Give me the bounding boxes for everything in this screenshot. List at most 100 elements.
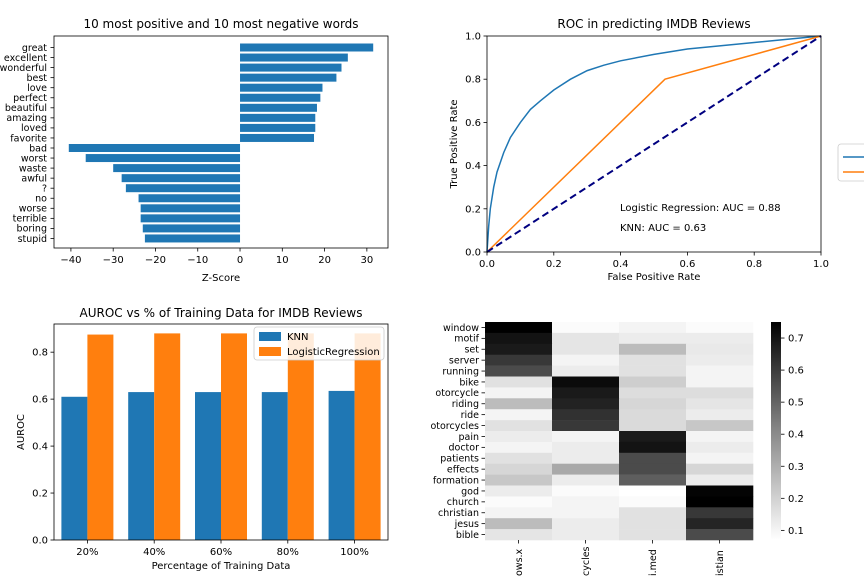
heatmap-cell-13-2 xyxy=(619,463,687,475)
heatmap-cell-13-3 xyxy=(686,463,754,475)
auroc-chart-ylabel: AUROC xyxy=(16,414,27,450)
heatmap-row-label-0: window xyxy=(443,323,479,334)
auroc-bar-0-3 xyxy=(261,392,288,540)
colorbar-tick-label-5: 0.6 xyxy=(788,366,804,377)
word-label-0: great xyxy=(22,43,47,54)
auroc-legend-label-logreg: LogisticRegression xyxy=(287,347,380,358)
heatmap-cell-7-3 xyxy=(686,398,754,410)
word-label-13: awful xyxy=(21,173,47,184)
heatmap-cell-0-1 xyxy=(552,322,620,334)
heatmap-cell-18-1 xyxy=(552,518,620,530)
roc-xtick-label-4: 0.8 xyxy=(746,259,762,270)
heatmap-cell-18-2 xyxy=(619,518,687,530)
heatmap-cell-12-0 xyxy=(485,452,553,464)
colorbar-tick-label-0: 0.1 xyxy=(788,526,804,537)
heatmap-cell-2-0 xyxy=(485,343,553,355)
heatmap-row-label-16: church xyxy=(447,497,479,508)
heatmap-row-label-15: god xyxy=(461,486,479,497)
auroc-legend-label-knn: KNN xyxy=(287,332,309,343)
heatmap-col-label-2: i.med xyxy=(648,549,659,576)
heatmap-cell-6-0 xyxy=(485,387,553,399)
word-label-4: love xyxy=(27,83,47,94)
auroc-bar-0-0 xyxy=(61,396,88,540)
heatmap-col-label-0: ows.x xyxy=(514,548,525,576)
heatmap-cell-14-3 xyxy=(686,474,754,486)
auroc-bar-1-4 xyxy=(354,333,381,540)
word-label-16: worse xyxy=(19,204,47,215)
heatmap-cell-17-2 xyxy=(619,507,687,519)
word-bar-14 xyxy=(125,184,241,193)
word-xtick-label-3: −10 xyxy=(187,255,208,266)
colorbar-tick-label-1: 0.2 xyxy=(788,494,804,505)
heatmap-cell-10-1 xyxy=(552,431,620,443)
heatmap-cell-8-2 xyxy=(619,409,687,421)
word-bar-13 xyxy=(121,174,241,183)
heatmap-cell-7-2 xyxy=(619,398,687,410)
word-bar-4 xyxy=(240,83,323,92)
word-label-8: loved xyxy=(21,123,47,134)
word-bar-7 xyxy=(240,113,316,122)
auroc-bar-1-3 xyxy=(287,333,314,540)
heatmap-cell-9-0 xyxy=(485,420,553,432)
colorbar-tick-label-2: 0.3 xyxy=(788,462,804,473)
word-bar-5 xyxy=(240,93,321,102)
heatmap-cell-17-0 xyxy=(485,507,553,519)
word-bar-0 xyxy=(240,43,374,52)
heatmap-cell-4-2 xyxy=(619,365,687,377)
heatmap-cell-13-0 xyxy=(485,463,553,475)
colorbar-tick-label-6: 0.7 xyxy=(788,334,804,345)
heatmap-cell-15-3 xyxy=(686,485,754,497)
auroc-chart-xlabel: Percentage of Training Data xyxy=(152,561,291,572)
colorbar-tick-label-3: 0.4 xyxy=(788,430,804,441)
roc-ytick-label-2: 0.4 xyxy=(465,161,481,172)
auroc-chart-title: AUROC vs % of Training Data for IMDB Rev… xyxy=(80,306,363,320)
heatmap-row-label-4: running xyxy=(442,366,479,377)
heatmap-cell-1-3 xyxy=(686,332,754,345)
heatmap-cell-12-1 xyxy=(552,452,620,464)
heatmap-cell-7-0 xyxy=(485,398,553,410)
heatmap-row-label-19: bible xyxy=(456,530,479,541)
word-label-14: ? xyxy=(42,184,47,195)
roc-line-1 xyxy=(486,35,822,253)
auroc-ytick-label-4: 0.8 xyxy=(32,348,48,359)
heatmap-cell-16-3 xyxy=(686,496,754,508)
heatmap-cell-5-3 xyxy=(686,376,754,388)
heatmap-row-label-5: bike xyxy=(459,377,479,388)
auroc-bar-0-4 xyxy=(328,390,355,540)
heatmap-cell-18-0 xyxy=(485,518,553,530)
roc-xtick-label-1: 0.2 xyxy=(546,259,562,270)
auroc-bar-0-1 xyxy=(128,392,155,540)
roc-chart-frame xyxy=(486,35,822,253)
heatmap-cell-4-1 xyxy=(552,365,620,377)
word-bar-2 xyxy=(240,63,342,72)
heatmap-cell-9-1 xyxy=(552,420,620,432)
word-chart-title: 10 most positive and 10 most negative wo… xyxy=(83,17,358,31)
word-bar-11 xyxy=(85,154,241,163)
heatmap-cell-8-1 xyxy=(552,409,620,421)
heatmap-cell-16-1 xyxy=(552,496,620,508)
auroc-legend: KNN LogisticRegression xyxy=(253,326,385,361)
heatmap-row-label-10: pain xyxy=(458,432,479,443)
word-xtick-label-5: 10 xyxy=(276,255,289,266)
heatmap-row-label-8: ride xyxy=(461,410,480,421)
heatmap-cell-18-3 xyxy=(686,518,754,530)
word-label-3: best xyxy=(26,73,47,84)
heatmap-cell-0-2 xyxy=(619,322,687,334)
word-xtick-label-4: 0 xyxy=(237,255,243,266)
heatmap-cell-13-1 xyxy=(552,463,620,475)
heatmap-cell-12-2 xyxy=(619,452,687,464)
word-label-15: no xyxy=(35,194,47,205)
auroc-ytick-label-0: 0.0 xyxy=(32,536,48,547)
heatmap-cell-11-1 xyxy=(552,441,620,454)
heatmap-cell-7-1 xyxy=(552,398,620,410)
heatmap-cell-17-3 xyxy=(686,507,754,519)
auroc-bar-1-0 xyxy=(87,334,114,540)
word-label-12: waste xyxy=(19,163,47,174)
word-chart-xlabel: Z-Score xyxy=(202,273,240,284)
heatmap-cell-1-1 xyxy=(552,332,620,345)
heatmap-row-label-14: formation xyxy=(433,475,479,486)
roc-line-0 xyxy=(486,35,822,253)
roc-chart-ylabel: True Positive Rate xyxy=(449,99,460,189)
heatmap-cell-4-3 xyxy=(686,365,754,377)
heatmap-cell-0-0 xyxy=(485,322,553,334)
